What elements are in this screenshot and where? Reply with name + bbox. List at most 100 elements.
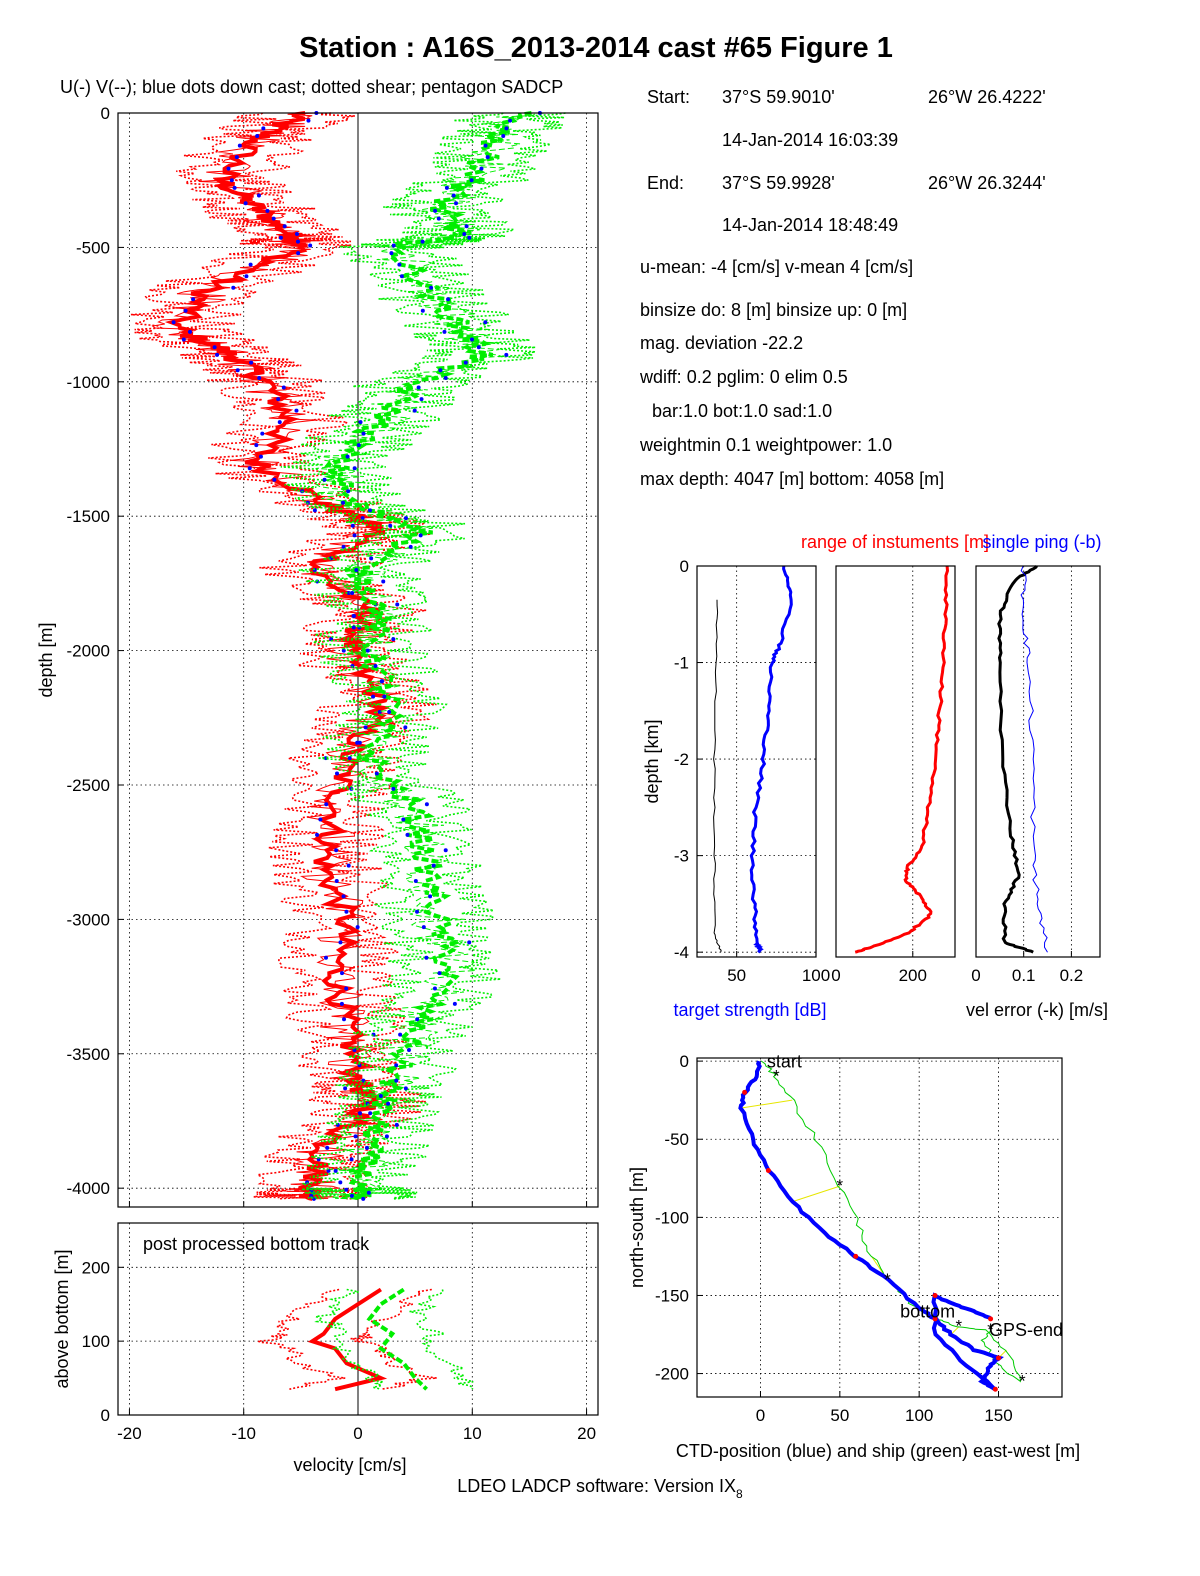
series-V-downcast-dot xyxy=(351,625,356,630)
series-U-downcast-dot xyxy=(339,1001,344,1006)
series-V-downcast-dot xyxy=(469,337,474,342)
series-U-downcast-dot xyxy=(281,385,286,390)
ship-marker: * xyxy=(837,1176,844,1195)
bottom-track-x-tick-label: -20 xyxy=(117,1424,142,1443)
series-U-downcast-dot xyxy=(278,235,283,240)
velocity-profile-y-tick-label: -500 xyxy=(76,238,110,257)
series-U-downcast-dot xyxy=(243,201,248,206)
bottom-U-profile xyxy=(307,1287,388,1392)
series-V-downcast-dot xyxy=(378,1094,383,1099)
footer-main: LDEO LADCP software: Version IX xyxy=(457,1476,736,1496)
range-instruments-axes-frame xyxy=(835,565,956,958)
start-label: Start: xyxy=(647,87,690,107)
series-U-downcast-dot xyxy=(363,725,368,730)
series-V-downcast-dot xyxy=(415,909,420,914)
series-V-downcast-dot xyxy=(338,1180,343,1185)
target-strength-axes-frame xyxy=(696,565,817,958)
series-V-downcast-dot xyxy=(419,397,424,402)
series-U-downcast-dot xyxy=(257,375,262,380)
series-V-downcast-dot xyxy=(416,385,421,390)
position-axes-frame xyxy=(696,1057,1063,1398)
velocity-title: U(-) V(--); blue dots down cast; dotted … xyxy=(60,77,563,97)
series-V-downcast-dot xyxy=(368,508,373,513)
series-U-downcast-dot xyxy=(335,771,340,776)
series-U-downcast-dot xyxy=(341,544,346,549)
velocity-profile-y-tick-label: 0 xyxy=(101,104,110,123)
range-instruments-x-tick-label: 0 xyxy=(831,966,840,985)
mag-deviation-line: mag. deviation -22.2 xyxy=(640,333,803,353)
series-U-downcast-dot xyxy=(171,320,176,325)
start-lat: 37°S 59.9010' xyxy=(722,87,835,107)
series-U-downcast-dot xyxy=(254,443,259,448)
series-V-downcast-dot xyxy=(361,431,366,436)
velerr-title: single ping (-b) xyxy=(982,532,1101,552)
series-V-downcast-dot xyxy=(384,1134,389,1139)
annotation-gps-end: GPS-end xyxy=(989,1320,1063,1340)
series-U-downcast-dot xyxy=(226,166,231,171)
series-U-downcast-dot xyxy=(296,251,301,256)
series-U-downcast-dot xyxy=(326,1168,331,1173)
series-U-downcast-dot xyxy=(325,1145,330,1150)
ctd-marker xyxy=(932,1316,938,1322)
position-x-tick-label: 150 xyxy=(984,1406,1012,1425)
series-V-downcast-dot xyxy=(454,201,459,206)
series-V-downcast-dot xyxy=(358,420,363,425)
series-V-downcast-dot xyxy=(424,955,429,960)
figure-title: Station : A16S_2013-2014 cast #65 Figure… xyxy=(299,32,893,64)
series-V-downcast-dot xyxy=(368,1111,373,1116)
series-U-downcast-dot xyxy=(234,155,239,160)
series-U-downcast-dot xyxy=(249,360,254,365)
series-U-downcast-dot xyxy=(360,516,365,521)
series-V-downcast-dot xyxy=(347,756,352,761)
series-V-downcast-dot xyxy=(501,134,506,139)
velerr-xlabel: vel error (-k) [m/s] xyxy=(966,1000,1108,1020)
ship-marker: * xyxy=(1019,1371,1026,1390)
series-U-downcast-dot xyxy=(229,178,234,183)
series-U-downcast-dot xyxy=(308,243,313,248)
series-V-downcast-dot xyxy=(415,1017,420,1022)
velocity-profile-y-tick-label: -2000 xyxy=(67,642,110,661)
vel-error-x-tick-label: 0.1 xyxy=(1012,966,1036,985)
position-link-line xyxy=(741,1099,793,1109)
bottom-track-axes-frame xyxy=(117,1222,599,1416)
mean-velocity-line: u-mean: -4 [cm/s] v-mean 4 [cm/s] xyxy=(640,257,913,277)
series-U-downcast-dot xyxy=(371,694,376,699)
ship-marker: * xyxy=(987,1320,994,1339)
series-U-downcast-dot xyxy=(261,126,266,131)
target-xlabel: target strength [dB] xyxy=(673,1000,826,1020)
series-U-downcast-dot xyxy=(294,231,299,236)
series-V-downcast-dot xyxy=(391,786,396,791)
series-V-downcast-dot xyxy=(345,454,350,459)
end-lon: 26°W 26.3244' xyxy=(928,173,1046,193)
series-U-downcast-dot xyxy=(377,710,382,715)
series-U-downcast-dot xyxy=(212,345,217,350)
series-V-shear-left xyxy=(280,112,504,1200)
series-U-downcast-dot xyxy=(323,955,328,960)
target-strength-y-tick-label: 0 xyxy=(680,557,689,576)
ship-marker: * xyxy=(884,1270,891,1289)
series-V-downcast-dot xyxy=(443,848,448,853)
series-V-downcast-dot xyxy=(504,352,509,357)
series-V-downcast-dot xyxy=(322,477,327,482)
series-V-downcast-dot xyxy=(437,971,442,976)
ctd-marker xyxy=(765,1167,771,1173)
series-V-downcast-dot xyxy=(463,360,468,365)
series-V-downcast-dot xyxy=(485,155,490,160)
cast-info: Start: 37°S 59.9010' 26°W 26.4222' 14-Ja… xyxy=(639,87,1046,489)
ctd-marker xyxy=(853,1253,859,1259)
max-depth-line: max depth: 4047 [m] bottom: 4058 [m] xyxy=(640,469,944,489)
series-U-downcast-dot xyxy=(344,909,349,914)
series-V-downcast-dot xyxy=(397,262,402,267)
series-V-downcast-dot xyxy=(467,940,472,945)
series-U-downcast-dot xyxy=(306,118,311,123)
series-V-downcast-dot xyxy=(395,602,400,607)
series-V-downcast-dot xyxy=(446,297,451,302)
series-V-downcast-dot xyxy=(401,817,406,822)
series-V-downcast-dot xyxy=(424,802,429,807)
series-V-downcast-dot xyxy=(346,489,351,494)
series-U-downcast-dot xyxy=(265,208,270,213)
series-V-downcast-dot xyxy=(389,251,394,256)
series-V-downcast-dot xyxy=(394,1063,399,1068)
series-U-downcast-dot xyxy=(181,337,186,342)
series-V-downcast-dot xyxy=(483,143,488,148)
